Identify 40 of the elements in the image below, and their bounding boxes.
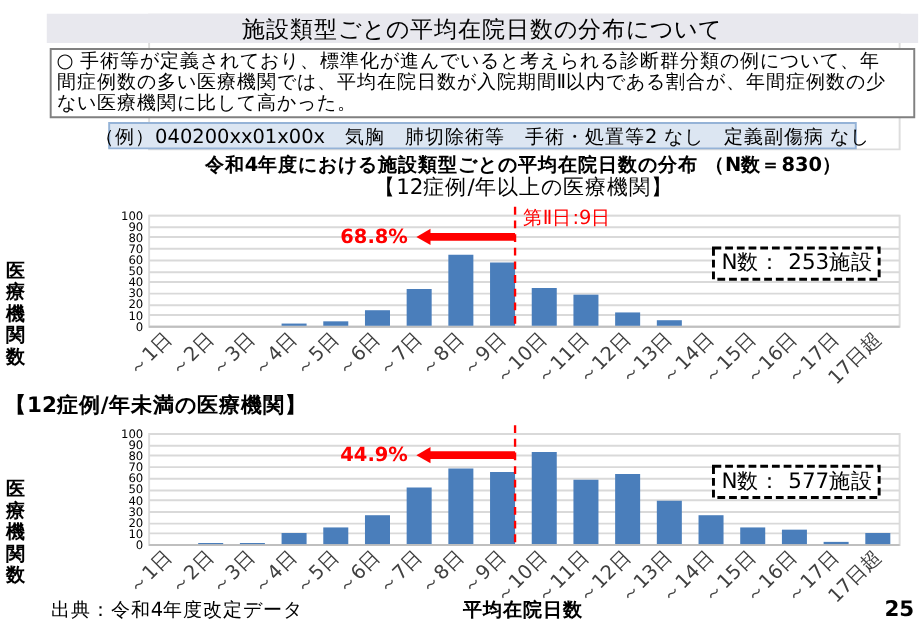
bar	[448, 254, 474, 326]
bar	[364, 310, 390, 326]
annotation: 68.8%	[340, 226, 409, 249]
annotation: N数： 253施設	[721, 249, 874, 276]
bar	[448, 468, 474, 545]
bar	[531, 287, 557, 326]
y-axis-title: 医療機関数	[3, 477, 28, 588]
bar	[615, 312, 641, 326]
bar	[740, 527, 766, 545]
bar	[573, 294, 599, 326]
chart-title: 令和4年度における施設類型ごとの平均在院日数の分布 （N数＝830）	[202, 152, 843, 177]
bar	[656, 500, 682, 545]
bar	[364, 515, 390, 545]
chart-subtitle: 【12症例/年未満の医療機関】	[4, 392, 307, 419]
ref-line-label: 第Ⅱ日:9日	[522, 206, 612, 231]
source-note: 出典：令和4年度改定データ	[50, 598, 304, 623]
y-axis-title: 医療機関数	[3, 259, 28, 369]
text: （例）040200xx01x00x 気胸 肺切除術等 手術・処置等2 なし 定義副傷病 なし	[95, 124, 870, 149]
x-axis-title: 平均在院日数	[461, 598, 586, 623]
bar	[281, 532, 307, 545]
bar	[573, 479, 599, 545]
text: ○ 手術等が定義されており、標準化が進んでいると考えられる診断群分類の例について、年間症例数の多い医療機関では、平均在院日数が入院期間Ⅱ以内である割合が、年間症例数の少ない医療機関に比して高かった。	[56, 48, 887, 116]
bar	[615, 474, 641, 545]
bar	[531, 451, 557, 545]
text: 25	[884, 596, 915, 623]
annotation: 44.9%	[340, 445, 409, 468]
bar	[865, 532, 891, 545]
bar	[656, 320, 682, 326]
bar	[698, 515, 724, 545]
bar	[781, 529, 807, 545]
x-tick-label: ～1日	[124, 546, 178, 600]
bar	[406, 289, 432, 326]
bar	[406, 487, 432, 545]
bar	[323, 527, 349, 545]
bar	[490, 262, 516, 326]
bar	[490, 471, 516, 545]
annotation: N数： 577施設	[721, 467, 874, 494]
text: 施設類型ごとの平均在院日数の分布について	[242, 15, 723, 44]
x-tick-label: ～1日	[124, 328, 178, 381]
chart-subtitle: 【12症例/年以上の医療機関】	[374, 173, 673, 200]
